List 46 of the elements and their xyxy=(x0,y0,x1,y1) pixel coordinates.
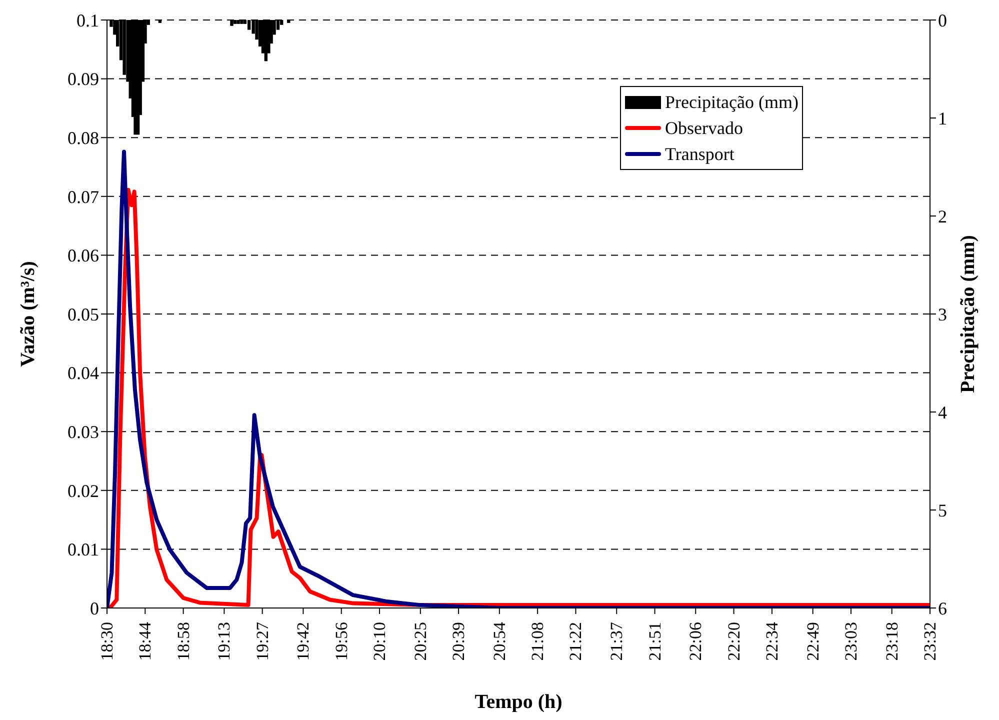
y-tick-label: 0.03 xyxy=(68,422,99,442)
y-tick-label: 0.08 xyxy=(68,128,99,148)
y2-tick-label: 4 xyxy=(938,402,947,422)
x-tick-label: 21:37 xyxy=(607,622,626,661)
x-tick-label: 23:03 xyxy=(841,622,860,661)
y2-tick-label: 3 xyxy=(938,304,947,324)
x-tick-label: 18:30 xyxy=(98,622,116,661)
y-axis-title: Vazão (m³/s) xyxy=(17,261,39,367)
x-tick-label: 19:42 xyxy=(294,622,313,661)
y-tick-label: 0.1 xyxy=(76,10,99,30)
x-tick-label: 19:27 xyxy=(252,622,272,661)
x-axis-title: Tempo (h) xyxy=(474,691,562,713)
x-tick-label: 22:06 xyxy=(686,622,706,661)
legend-label: Observado xyxy=(665,118,743,138)
x-tick-label: 23:18 xyxy=(882,622,902,661)
x-tick-label: 20:54 xyxy=(490,622,509,661)
y2-tick-label: 0 xyxy=(938,10,947,30)
y-tick-label: 0.07 xyxy=(68,186,99,207)
legend-label: Precipitação (mm) xyxy=(665,92,798,112)
x-tick-label: 18:44 xyxy=(136,622,155,661)
x-tick-label: 23:32 xyxy=(920,622,940,661)
y-tick-label: 0.09 xyxy=(68,69,99,90)
x-tick-label: 20:25 xyxy=(410,622,430,661)
x-tick-label: 20:10 xyxy=(370,622,390,661)
y-tick-label: 0.01 xyxy=(68,540,99,560)
y2-tick-label: 5 xyxy=(938,500,947,520)
x-tick-label: 21:51 xyxy=(645,622,664,661)
y-tick-label: 0.02 xyxy=(68,480,99,501)
y2-tick-label: 1 xyxy=(938,108,947,128)
x-tick-label: 19:56 xyxy=(332,622,351,661)
y-tick-label: 0.05 xyxy=(68,304,99,324)
y-tick-label: 0.04 xyxy=(68,363,99,384)
x-tick-label: 22:49 xyxy=(803,622,822,661)
legend-label: Transport xyxy=(665,144,734,164)
y2-tick-label: 6 xyxy=(938,598,947,618)
y2-axis-title: Precipitação (mm) xyxy=(957,235,979,393)
x-tick-label: 20:39 xyxy=(449,622,468,661)
x-tick-label: 18:58 xyxy=(174,622,193,661)
y-tick-label: 0 xyxy=(90,598,99,618)
x-tick-label: 22:20 xyxy=(724,622,744,661)
x-tick-label: 22:34 xyxy=(762,622,782,661)
x-tick-label: 21:08 xyxy=(528,622,548,661)
y-tick-label: 0.06 xyxy=(68,246,99,266)
y2-tick-label: 2 xyxy=(938,206,947,226)
x-tick-label: 19:13 xyxy=(214,622,234,661)
x-tick-label: 21:22 xyxy=(566,622,586,661)
